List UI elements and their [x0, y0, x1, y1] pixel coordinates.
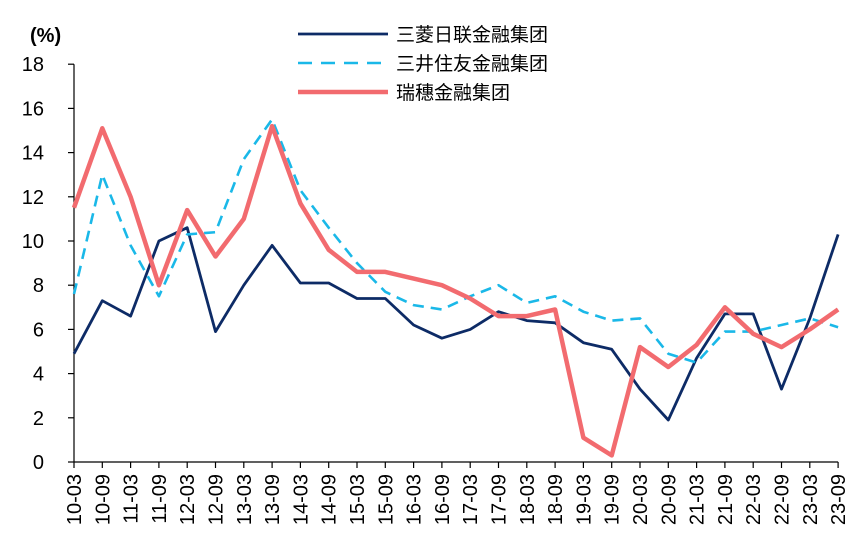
x-tick-label: 16-09 — [432, 474, 454, 525]
x-tick-label: 22-09 — [772, 474, 794, 525]
x-tick-label: 20-09 — [658, 474, 680, 525]
x-tick-label: 12-03 — [177, 474, 199, 525]
series-line-2 — [72, 118, 839, 364]
x-tick-label: 21-03 — [687, 474, 709, 525]
x-tick-label: 12-09 — [206, 474, 228, 525]
x-tick-label: 17-09 — [489, 474, 511, 525]
x-tick-label: 20-03 — [630, 474, 652, 525]
x-tick-label: 11-09 — [149, 474, 171, 524]
legend-label-1: 三菱日联金融集团 — [396, 24, 548, 46]
x-tick-label: 23-03 — [800, 474, 822, 525]
axes — [73, 64, 839, 463]
y-tick-label: 18 — [22, 54, 44, 76]
x-tick-label: 10-09 — [92, 474, 114, 525]
y-axis-ticks: 0 2 4 6 8 10 12 14 16 18 — [22, 54, 74, 474]
y-tick-label: 12 — [22, 187, 44, 209]
legend-label-3: 瑞穗金融集团 — [396, 82, 510, 104]
x-tick-label: 21-09 — [715, 474, 737, 525]
x-tick-label: 10-03 — [64, 474, 86, 525]
y-unit-label: (%) — [30, 25, 61, 47]
y-tick-label: 2 — [33, 408, 44, 430]
x-tick-label: 19-09 — [602, 474, 624, 525]
x-tick-label: 13-09 — [262, 474, 284, 525]
y-tick-label: 8 — [33, 275, 44, 297]
x-tick-label: 17-03 — [460, 474, 482, 525]
x-tick-label: 14-09 — [319, 474, 341, 525]
x-tick-label: 19-03 — [573, 474, 595, 525]
x-tick-label: 14-03 — [290, 474, 312, 525]
series-line-3 — [71, 123, 840, 458]
x-tick-label: 22-03 — [743, 474, 765, 525]
x-tick-label: 18-03 — [517, 474, 539, 525]
y-tick-label: 0 — [33, 452, 44, 474]
y-tick-label: 6 — [33, 319, 44, 341]
series-layer — [71, 118, 840, 458]
x-tick-label: 13-03 — [234, 474, 256, 525]
y-tick-label: 10 — [22, 231, 44, 253]
x-tick-label: 15-03 — [347, 474, 369, 525]
x-tick-label: 18-09 — [545, 474, 567, 525]
x-tick-label: 11-03 — [121, 474, 143, 524]
x-axis-ticks: 10-03 10-09 11-03 11-09 12-03 12-09 13-03 13-09… — [64, 462, 850, 525]
series-line-1 — [72, 226, 840, 422]
legend-label-2: 三井住友金融集团 — [396, 53, 548, 75]
y-tick-label: 14 — [22, 143, 44, 165]
x-tick-label: 15-09 — [375, 474, 397, 525]
y-tick-label: 4 — [33, 364, 44, 386]
x-tick-label: 16-03 — [404, 474, 426, 525]
x-tick-label: 23-09 — [828, 474, 850, 525]
y-tick-label: 16 — [22, 98, 44, 120]
